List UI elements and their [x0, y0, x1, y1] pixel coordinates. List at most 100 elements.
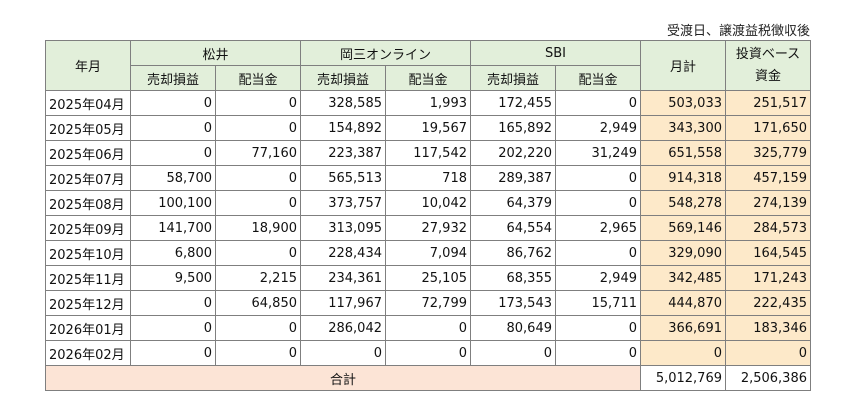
cell: 2,949 — [555, 265, 641, 291]
cell: 64,554 — [470, 215, 556, 241]
cell: 0 — [555, 240, 641, 266]
group-header: 松井 — [130, 40, 301, 66]
cell: 2025年07月 — [45, 165, 131, 191]
cell: 222,435 — [725, 290, 811, 316]
cell: 342,485 — [640, 265, 726, 291]
cell: 117,967 — [300, 290, 386, 316]
header-text: 投資ベース — [735, 46, 801, 62]
cell: 548,278 — [640, 190, 726, 216]
cell: 72,799 — [385, 290, 471, 316]
cell: 2025年04月 — [45, 90, 131, 116]
cell: 503,033 — [640, 90, 726, 116]
row: 2025年08月 100,100 0 373,757 10,042 64,379 0 548,… — [45, 190, 811, 216]
cell: 2,215 — [215, 265, 301, 291]
total-row: 合計 5,012,769 2,506,386 — [45, 365, 811, 391]
cell: 0 — [555, 90, 641, 116]
cell: 202,220 — [470, 140, 556, 166]
cell: 0 — [130, 140, 216, 166]
cell: 366,691 — [640, 315, 726, 341]
cell: 0 — [470, 340, 556, 366]
row: 2025年06月 0 77,160 223,387 117,542 202,220 31,2… — [45, 140, 811, 166]
cell: 2025年08月 — [45, 190, 131, 216]
cell: 373,757 — [300, 190, 386, 216]
cell: 0 — [725, 340, 811, 366]
cell: 10,042 — [385, 190, 471, 216]
cell: 286,042 — [300, 315, 386, 341]
cell: 0 — [215, 340, 301, 366]
cell: 64,379 — [470, 190, 556, 216]
cell: 343,300 — [640, 115, 726, 141]
row: 2025年12月 0 64,850 117,967 72,799 173,543 15,71… — [45, 290, 811, 316]
total-cell: 2,506,386 — [725, 365, 811, 391]
table: 年月 松井 岡三オンライン SBI 月計 投資ベース 資金 売却損益 配当金 売却損益… — [45, 40, 811, 391]
cell: 313,095 — [300, 215, 386, 241]
cell: 0 — [555, 315, 641, 341]
row: 2026年02月 0 0 0 0 0 0 0 0 — [45, 340, 811, 366]
cell: 58,700 — [130, 165, 216, 191]
cell: 2025年10月 — [45, 240, 131, 266]
cell: 718 — [385, 165, 471, 191]
cell: 25,105 — [385, 265, 471, 291]
cell: 228,434 — [300, 240, 386, 266]
cell: 31,249 — [555, 140, 641, 166]
cell: 284,573 — [725, 215, 811, 241]
cell: 0 — [215, 190, 301, 216]
cell: 651,558 — [640, 140, 726, 166]
cell: 77,160 — [215, 140, 301, 166]
row: 2025年07月 58,700 0 565,513 718 289,387 0 914,318… — [45, 165, 811, 191]
cell: 223,387 — [300, 140, 386, 166]
cell: 2,965 — [555, 215, 641, 241]
cell: 0 — [215, 240, 301, 266]
row: 2025年11月 9,500 2,215 234,361 25,105 68,355 2,9… — [45, 265, 811, 291]
cell: 1,993 — [385, 90, 471, 116]
cell: 80,649 — [470, 315, 556, 341]
sub-header: 売却損益 — [130, 65, 216, 91]
cell: 2025年12月 — [45, 290, 131, 316]
cell: 457,159 — [725, 165, 811, 191]
cell: 0 — [385, 340, 471, 366]
cell: 0 — [555, 165, 641, 191]
group-header: 岡三オンライン — [300, 40, 471, 66]
cell: 9,500 — [130, 265, 216, 291]
sub-header: 配当金 — [555, 65, 641, 91]
row: 2025年04月 0 0 328,585 1,993 172,455 0 503,033 251… — [45, 90, 811, 116]
cell: 234,361 — [300, 265, 386, 291]
header-cell: 年月 — [45, 40, 131, 91]
cell: 565,513 — [300, 165, 386, 191]
cell: 117,542 — [385, 140, 471, 166]
cell: 2025年06月 — [45, 140, 131, 166]
cell: 19,567 — [385, 115, 471, 141]
cell: 164,545 — [725, 240, 811, 266]
cell: 165,892 — [470, 115, 556, 141]
row: 2025年05月 0 0 154,892 19,567 165,892 2,949 343,3… — [45, 115, 811, 141]
sub-header: 売却損益 — [470, 65, 556, 91]
cell: 444,870 — [640, 290, 726, 316]
row: 2026年01月 0 0 286,042 0 80,649 0 366,691 183,346 — [45, 315, 811, 341]
cell: 569,146 — [640, 215, 726, 241]
cell: 0 — [130, 315, 216, 341]
cell: 64,850 — [215, 290, 301, 316]
cell: 18,900 — [215, 215, 301, 241]
cell: 172,455 — [470, 90, 556, 116]
cell: 2025年09月 — [45, 215, 131, 241]
cell: 0 — [215, 90, 301, 116]
cell: 0 — [555, 340, 641, 366]
cell: 2026年01月 — [45, 315, 131, 341]
cell: 0 — [385, 315, 471, 341]
cell: 0 — [215, 165, 301, 191]
cell: 0 — [130, 90, 216, 116]
cell: 0 — [215, 115, 301, 141]
cell: 2026年02月 — [45, 340, 131, 366]
header-cell: 投資ベース 資金 — [725, 40, 811, 91]
header-text: 資金 — [754, 68, 781, 84]
cell: 27,932 — [385, 215, 471, 241]
row: 2025年10月 6,800 0 228,434 7,094 86,762 0 329,090… — [45, 240, 811, 266]
sub-header: 売却損益 — [300, 65, 386, 91]
cell: 6,800 — [130, 240, 216, 266]
cell: 171,650 — [725, 115, 811, 141]
total-cell: 5,012,769 — [640, 365, 726, 391]
cell: 2025年05月 — [45, 115, 131, 141]
cell: 15,711 — [555, 290, 641, 316]
cell: 274,139 — [725, 190, 811, 216]
